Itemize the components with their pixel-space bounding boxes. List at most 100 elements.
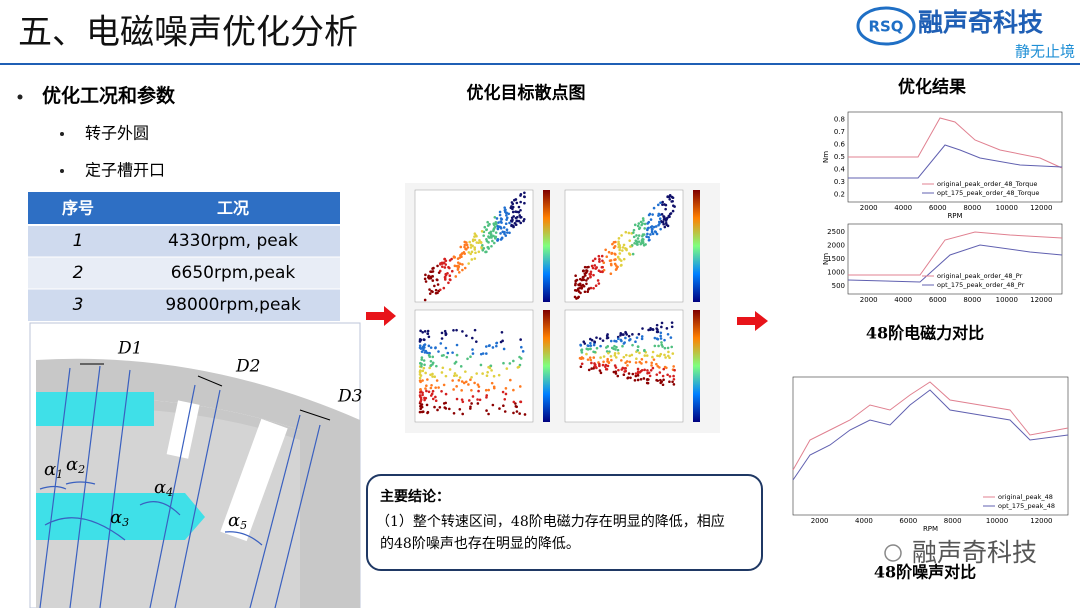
scatter-dot	[514, 198, 517, 201]
scatter-dot	[598, 260, 601, 263]
scatter-dot	[503, 210, 507, 214]
scatter-dot	[621, 246, 625, 249]
scatter-dot	[650, 364, 653, 367]
scatter-dot	[663, 225, 667, 229]
scatter-dot	[616, 265, 619, 269]
scatter-dot	[501, 390, 505, 394]
scatter-dot	[661, 374, 665, 378]
scatter-dot	[440, 337, 444, 340]
dim-label: D1	[117, 339, 142, 359]
scatter-dot	[649, 326, 652, 330]
scatter-dot	[577, 283, 580, 286]
slogan: 静无止境	[1015, 43, 1075, 61]
scatter-dot	[586, 358, 590, 361]
scatter-dot	[668, 380, 671, 384]
x-tick-label: 12000	[1030, 517, 1052, 525]
watermark: 融声奇科技	[912, 538, 1037, 567]
scatter-dot	[516, 366, 520, 369]
scatter-dot	[617, 368, 620, 372]
scatter-dot	[486, 220, 489, 224]
dim-line	[299, 409, 331, 421]
scatter-dot	[509, 378, 512, 382]
scatter-dot	[458, 376, 462, 379]
scatter-dot	[442, 383, 446, 387]
scatter-dot	[669, 336, 673, 339]
x-tick-label: 4000	[855, 517, 873, 525]
scatter-dot	[497, 221, 500, 224]
scatter-dot	[665, 366, 668, 370]
scatter-dot	[504, 208, 507, 212]
scatter-dot	[574, 283, 577, 287]
scatter-dot	[429, 346, 433, 349]
scatter-dot	[453, 372, 457, 375]
scatter-dot	[517, 205, 521, 209]
scatter-dot	[663, 353, 666, 357]
scatter-dot	[589, 341, 592, 345]
y-tick-label: 0.8	[834, 116, 845, 124]
scatter-dot	[636, 224, 640, 228]
scatter-dot	[440, 371, 444, 374]
scatter-dot	[616, 374, 620, 378]
scatter-dot	[469, 378, 472, 382]
scatter-dot	[634, 361, 638, 364]
scatter-dot	[457, 264, 460, 267]
scatter-dot	[640, 362, 643, 365]
scatter-dot	[641, 234, 644, 238]
angle-sub: 4	[165, 486, 173, 499]
scatter-dot	[425, 403, 429, 407]
scatter-dot	[618, 246, 622, 249]
scatter-dot	[498, 407, 501, 410]
scatter-dot	[646, 232, 649, 236]
scatter-dot	[583, 290, 587, 294]
scatter-dot	[431, 275, 434, 278]
scatter-dot	[664, 356, 667, 359]
scatter-dot	[448, 266, 451, 270]
scatter-dot	[606, 333, 609, 336]
scatter-dot	[427, 335, 431, 339]
scatter-dot	[508, 221, 511, 225]
scatter-dot	[421, 393, 424, 397]
scatter-dot	[610, 252, 613, 255]
scatter-dot	[422, 359, 426, 362]
scatter-dot	[436, 283, 440, 286]
caption: 48阶噪声对比	[874, 563, 976, 582]
scatter-dot	[471, 244, 474, 248]
scatter-dot	[656, 203, 660, 207]
stator	[36, 358, 360, 608]
scatter-dot	[513, 221, 517, 225]
scatter-dot	[455, 385, 458, 388]
scatter-dot	[630, 353, 634, 357]
curve	[792, 389, 1069, 481]
scatter-dot	[619, 264, 623, 267]
scatter-dot	[615, 340, 618, 343]
scatter-dot	[659, 201, 662, 205]
scatter-dot	[642, 238, 645, 241]
scatter-dot	[461, 400, 465, 404]
scatter-dot	[423, 363, 426, 367]
scatter-dot	[651, 355, 654, 359]
scatter-dot	[616, 348, 620, 352]
scatter-dot	[467, 251, 471, 254]
column-header: 序号	[62, 199, 94, 218]
scatter-dot	[587, 287, 591, 290]
scatter-dot	[573, 288, 577, 292]
scatter-dot	[426, 351, 429, 355]
scatter-dot	[473, 328, 477, 332]
table-row	[28, 225, 340, 257]
scatter-dot	[672, 383, 676, 386]
scatter-dot	[655, 378, 658, 382]
scatter-dot	[613, 252, 617, 256]
scatter-dot	[655, 323, 659, 327]
scatter-dot	[431, 397, 435, 401]
scatter-dot	[519, 338, 522, 341]
scatter-dot	[636, 367, 640, 371]
scatter-dot	[649, 218, 653, 221]
scatter-dot	[517, 211, 521, 214]
scatter-dot	[499, 340, 503, 344]
y-tick-label: 0.7	[834, 128, 845, 136]
cell: 2	[73, 263, 84, 283]
scatter-dot	[427, 390, 431, 394]
scatter-dot	[625, 333, 628, 336]
scatter-dot	[659, 334, 662, 338]
